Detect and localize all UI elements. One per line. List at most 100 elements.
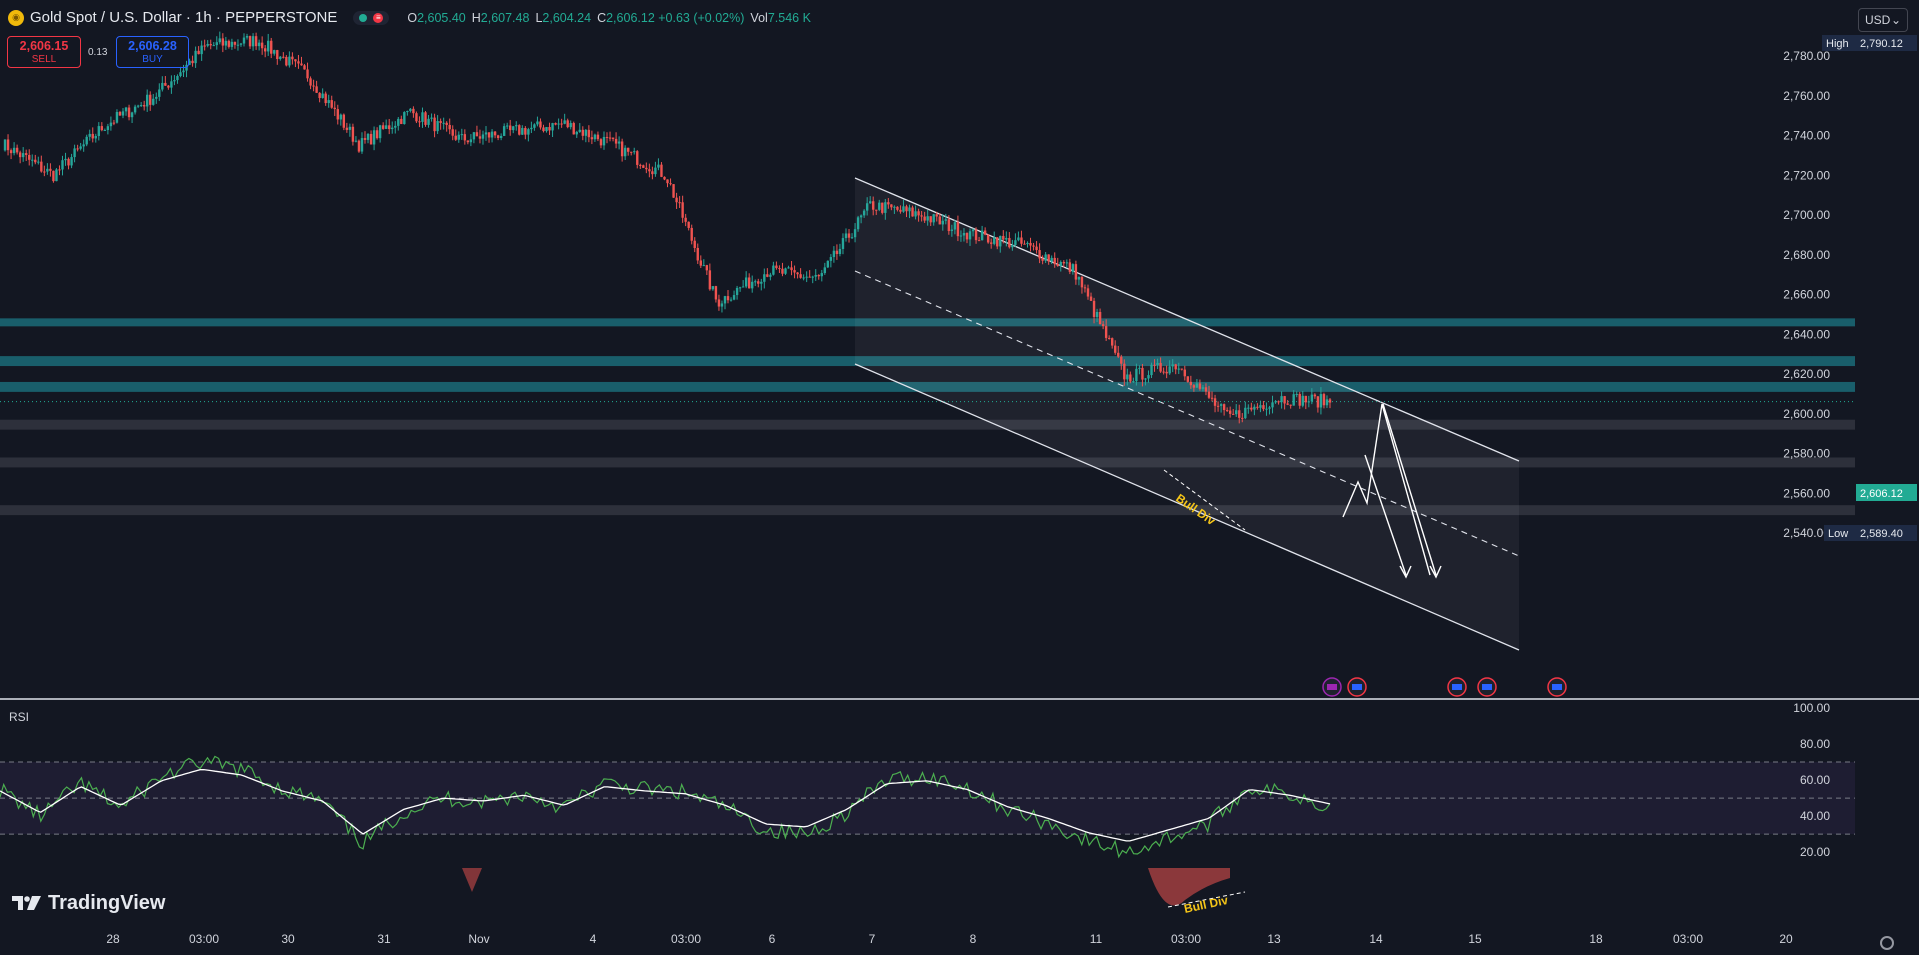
candle-body <box>79 146 82 149</box>
sr-zone <box>0 505 1855 516</box>
time-axis-label: 15 <box>1468 932 1482 946</box>
candle-body <box>94 136 97 139</box>
candle-body <box>40 161 43 172</box>
last-price-tag: 2,606.12 <box>1860 488 1903 500</box>
candle-body <box>605 136 609 138</box>
candle-body <box>763 274 766 282</box>
candle-body <box>681 202 684 218</box>
symbol-title[interactable]: Gold Spot / U.S. Dollar · 1h · PEPPERSTO… <box>30 9 338 26</box>
candle-body <box>318 92 321 99</box>
candle-body <box>1141 367 1144 380</box>
settings-gear-icon[interactable] <box>1880 936 1894 950</box>
time-axis-label: 13 <box>1267 932 1281 946</box>
candle-body <box>996 237 999 247</box>
candle-body <box>584 129 588 136</box>
projection-path-b <box>1382 403 1437 576</box>
candle-body <box>73 148 76 158</box>
candle-body <box>67 158 70 166</box>
candle-body <box>1228 410 1232 414</box>
price-axis-label: 2,580.00 <box>1783 447 1830 461</box>
candle-body <box>1011 244 1014 248</box>
candle-body <box>1156 362 1159 365</box>
rsi-axis-label: 60.00 <box>1800 773 1830 787</box>
price-chart[interactable]: Bull Div2,780.002,760.002,740.002,720.00… <box>0 0 1919 700</box>
candle-body <box>415 113 418 122</box>
rsi-axis-label: 40.00 <box>1800 809 1830 823</box>
candle-body <box>832 250 836 258</box>
candle-body <box>1095 311 1099 317</box>
candle-body <box>403 112 406 125</box>
candle-body <box>194 50 197 64</box>
candle-body <box>620 141 624 157</box>
sell-button[interactable]: 2,606.15 SELL <box>7 36 81 68</box>
time-axis-label: 18 <box>1589 932 1603 946</box>
candle-body <box>941 220 944 225</box>
candle-body <box>599 139 603 146</box>
candle-body <box>539 121 542 128</box>
event-icon-fill <box>1327 684 1337 690</box>
candle-body <box>557 123 560 125</box>
candle-body <box>505 125 509 127</box>
price-axis-label: 2,640.00 <box>1783 327 1830 341</box>
candle-body <box>1083 287 1087 289</box>
candle-body <box>176 76 179 81</box>
candle-body <box>1253 406 1256 410</box>
candle-body <box>221 38 225 46</box>
candle-body <box>708 270 712 290</box>
candle-body <box>1132 381 1135 383</box>
candle-body <box>1319 394 1323 408</box>
candle-body <box>639 164 642 166</box>
candle-body <box>1026 242 1029 245</box>
candle-body <box>442 122 445 124</box>
candle-body <box>542 127 545 132</box>
rsi-axis-label: 100.00 <box>1793 701 1830 715</box>
candle-body <box>288 56 291 66</box>
currency-select[interactable]: USD ⌄ <box>1858 8 1908 32</box>
candle-body <box>121 111 125 116</box>
candle-body <box>521 128 524 135</box>
candle-body <box>218 38 222 43</box>
candle-body <box>999 235 1002 247</box>
candle-body <box>735 287 739 296</box>
price-axis-label: 2,680.00 <box>1783 248 1830 262</box>
market-status[interactable]: ≡ <box>353 10 390 25</box>
candle-body <box>15 147 19 153</box>
buy-button[interactable]: 2,606.28 BUY <box>116 36 189 68</box>
candle-body <box>950 229 954 232</box>
candle-body <box>279 56 282 59</box>
candle-body <box>974 229 978 241</box>
candle-body <box>312 85 315 87</box>
candle-body <box>1286 403 1289 405</box>
candle-body <box>793 270 796 273</box>
candle-body <box>454 135 457 140</box>
candle-body <box>1316 396 1320 408</box>
candle-body <box>859 215 863 218</box>
candle-body <box>775 265 778 269</box>
candle-body <box>109 122 113 127</box>
candle-body <box>215 42 218 46</box>
rsi-label: RSI <box>9 710 30 724</box>
candle-body <box>197 50 200 55</box>
candle-body <box>375 130 379 139</box>
candle-body <box>1192 385 1196 388</box>
channel-upper-line <box>854 177 1520 462</box>
candle-body <box>254 36 258 47</box>
candle-body <box>754 281 757 283</box>
candle-body <box>623 147 627 157</box>
candle-body <box>37 161 40 163</box>
candle-body <box>1117 352 1120 357</box>
time-axis-label: 03:00 <box>1673 932 1703 946</box>
candle-body <box>1065 262 1069 264</box>
candle-body <box>790 267 793 271</box>
candle-body <box>369 133 373 145</box>
candle-body <box>690 227 693 241</box>
ohlc-low-value: 2,604.24 <box>542 10 592 25</box>
candle-body <box>769 274 772 277</box>
sell-price: 2,606.15 <box>19 39 69 53</box>
candle-body <box>155 96 158 99</box>
candle-body <box>263 48 267 52</box>
tradingview-logo[interactable]: TradingView <box>12 892 165 915</box>
time-axis-label: 03:00 <box>1171 932 1201 946</box>
candle-body <box>481 134 485 139</box>
